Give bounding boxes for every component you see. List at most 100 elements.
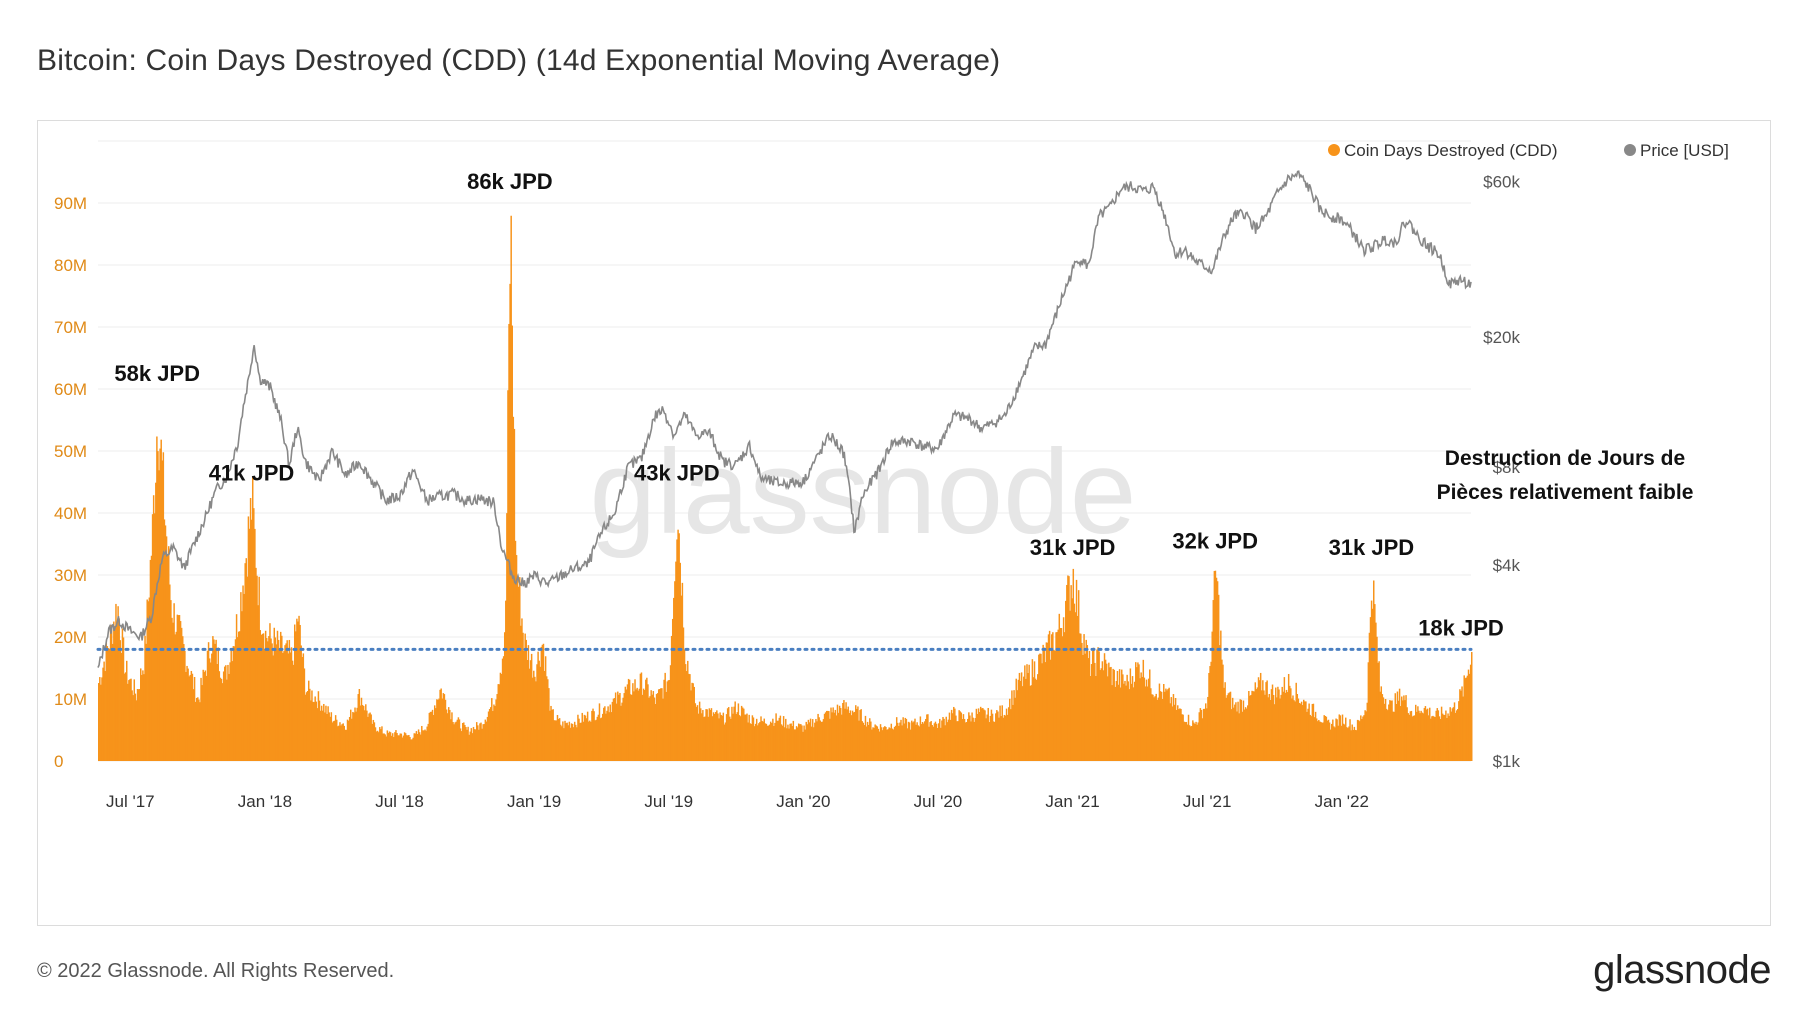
cdd-bar [386,730,389,761]
cdd-bar [895,717,898,761]
cdd-bar [815,718,817,761]
cdd-bar [1266,680,1268,761]
cdd-bar [241,611,243,761]
cdd-bar [766,725,769,761]
cdd-bar [480,722,482,761]
cdd-bar [819,720,821,761]
cdd-bar [682,627,685,761]
cdd-bar [415,731,418,761]
cdd-bar [614,692,617,761]
cdd-bar [157,451,159,761]
cdd-bar [986,714,988,761]
cdd-bar [960,712,963,761]
cdd-bar [1462,696,1464,761]
cdd-bar [922,723,925,761]
cdd-bar [230,650,232,761]
cdd-bar [1029,685,1031,761]
cdd-bar [1468,673,1471,761]
cdd-bar [108,648,111,761]
legend-price-label[interactable]: Price [USD] [1640,141,1729,160]
cdd-price-chart[interactable]: glassnode 0 10M 20M 30M 40M 50M 60M 70M 80M 90M $… [38,121,1772,927]
cdd-bar [873,727,875,761]
cdd-bar [426,726,428,761]
cdd-bar [299,624,301,761]
cdd-bar [440,688,442,761]
cdd-bar [531,677,534,761]
cdd-bar [693,686,695,761]
y-right-tick-label: $20k [1483,328,1520,347]
cdd-bar [370,714,372,761]
cdd-bar [1011,690,1013,761]
cdd-bar [781,725,784,761]
cdd-bar [437,699,439,761]
cdd-bar [1007,707,1010,761]
cdd-bar [917,725,919,761]
cdd-bar [681,582,684,761]
cdd-bar [468,734,470,761]
cdd-bar [307,680,310,761]
cdd-bar [463,722,465,761]
cdd-bar [773,725,775,761]
cdd-bar [298,615,300,761]
cdd-bar [1099,670,1101,761]
cdd-bar [324,712,326,761]
cdd-bar [913,721,915,761]
cdd-bar [1046,642,1049,761]
cdd-bar [501,658,504,761]
cdd-bar [446,713,449,761]
x-tick-label: Jul '17 [106,792,155,811]
cdd-bar [1364,710,1366,761]
cdd-bar [675,561,677,761]
cdd-bar [450,719,452,761]
legend-cdd-label[interactable]: Coin Days Destroyed (CDD) [1344,141,1558,160]
cdd-bar [1066,584,1068,761]
cdd-bar [1309,714,1311,761]
cdd-bar [510,215,512,761]
cdd-bar [383,733,385,761]
cdd-bar [934,721,937,761]
cdd-bar [487,711,490,761]
cdd-bar [1334,727,1336,761]
cdd-bar [1149,669,1151,761]
cdd-bar [469,731,471,761]
cdd-bar [1091,650,1094,761]
cdd-bar [262,633,265,761]
cdd-bar [973,721,975,761]
cdd-bar [1187,714,1190,761]
cdd-bar [877,728,880,761]
cdd-bar [188,676,190,761]
cdd-bars [98,215,1473,761]
cdd-bar [482,724,484,761]
cdd-bar [1126,674,1128,761]
cdd-bar [444,699,447,761]
cdd-bar [1353,726,1356,761]
cdd-bar [1373,580,1375,761]
cdd-bar [282,652,284,761]
cdd-bar [194,701,197,761]
cdd-bar [1089,676,1092,761]
cdd-bar [212,636,214,761]
cdd-bar [137,689,140,761]
cdd-bar [861,721,863,761]
cdd-bar [126,660,128,761]
cdd-bar [1452,707,1455,761]
cdd-bar [637,690,639,761]
cdd-bar [159,448,161,761]
cdd-bar [516,577,519,761]
cdd-bar [707,716,709,761]
legend[interactable]: Coin Days Destroyed (CDD) Price [USD] [1328,141,1729,160]
cdd-bar [1278,689,1280,761]
cdd-bar [113,621,115,761]
cdd-bar [724,722,727,761]
cdd-bar [643,690,646,761]
cdd-bar [1349,719,1351,761]
cdd-bar [232,646,235,761]
cdd-bar [303,668,306,761]
cdd-bar [447,707,450,761]
cdd-bar [972,717,974,761]
cdd-bar [221,683,224,761]
cdd-bar [106,646,109,761]
cdd-bar [740,705,743,761]
cdd-bar [1308,703,1310,761]
brand-logo: glassnode [1593,948,1771,992]
